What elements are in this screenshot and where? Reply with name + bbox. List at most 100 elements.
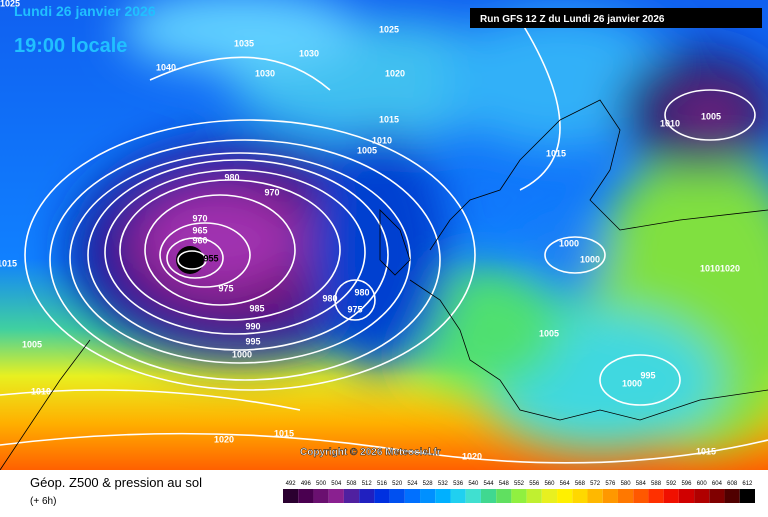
isobar-label: 1015 [0, 258, 17, 268]
colorbar-swatch [374, 489, 390, 503]
isobar-label: 990 [245, 321, 260, 331]
colorbar-swatch [557, 489, 573, 503]
date: Lundi 26 janvier 2026 [14, 3, 156, 19]
colorbar-label: 588 [651, 481, 662, 487]
isobar-label: 1025 [0, 0, 20, 8]
isobar-label: 1025 [379, 24, 399, 34]
isobar-label: 1000 [559, 238, 579, 248]
isobar-label: 975 [347, 304, 362, 314]
colorbar-label: 572 [590, 481, 601, 487]
colorbar-swatch [298, 489, 314, 503]
colorbar-swatch [739, 489, 755, 503]
run-info: Run GFS 12 Z du Lundi 26 janvier 2026 [480, 14, 665, 25]
colorbar-label: 556 [529, 481, 540, 487]
time: 19:00 locale [14, 35, 127, 57]
colorbar-swatch [435, 489, 451, 503]
isobar-label: 1000 [580, 254, 600, 264]
colorbar-swatch [648, 489, 664, 503]
colorbar-label: 608 [727, 481, 738, 487]
isobar-label: 1005 [539, 328, 559, 338]
isobar-label: 1000 [232, 349, 252, 359]
isobar-label: 1020 [720, 263, 740, 273]
colorbar-swatch [359, 489, 375, 503]
colorbar-label: 520 [392, 481, 403, 487]
colorbar-swatch [313, 489, 329, 503]
isobar-label: 1010 [372, 135, 392, 145]
isobar-label: 980 [322, 293, 337, 303]
coastlines [0, 99, 768, 471]
isobar-label: 975 [218, 283, 233, 293]
isobar-label: 960 [192, 235, 207, 245]
colorbar-label: 532 [438, 481, 449, 487]
colorbar-label: 548 [499, 481, 510, 487]
colorbar-swatch [343, 489, 360, 503]
isobar-label: 1020 [385, 68, 405, 78]
isobar-label: 1020 [214, 434, 234, 444]
isobar-label: 1005 [357, 145, 377, 155]
isobar-label: 1000 [622, 378, 642, 388]
colorbar-swatch [496, 489, 512, 503]
colorbar-swatch [678, 489, 695, 503]
colorbar-label: 492 [286, 481, 297, 487]
isobar-label: 1020 [462, 451, 482, 461]
colorbar-swatch [724, 489, 740, 503]
colorbar-swatch [511, 489, 527, 503]
colorbar-swatch [526, 489, 542, 503]
field [0, 0, 768, 470]
isobar-label: 995 [245, 336, 260, 346]
isobar-label: 1030 [299, 48, 319, 58]
colorbar-label: 544 [484, 481, 495, 487]
isobars [0, 19, 768, 464]
colorbar-label: 580 [621, 481, 632, 487]
colorbar-label: 516 [377, 481, 388, 487]
isobar-label: 1010 [660, 118, 680, 128]
colorbar-swatch [572, 489, 588, 503]
colorbar-label: 596 [681, 481, 692, 487]
isobar-label: 980 [354, 287, 369, 297]
footer-title: Géop. Z500 & pression au sol [30, 475, 202, 490]
isobar-label: 970 [264, 187, 279, 197]
isobar-label: 1015 [379, 114, 399, 124]
colorbar-swatch [420, 489, 436, 503]
colorbar-label: 508 [347, 481, 358, 487]
colorbar-swatch [587, 489, 603, 503]
colorbar-swatch [283, 489, 299, 503]
colorbar-label: 604 [712, 481, 723, 487]
isobar-label: 995 [640, 370, 655, 380]
colorbar-swatch [480, 489, 497, 503]
colorbar-label: 592 [666, 481, 677, 487]
colorbar-label: 512 [362, 481, 373, 487]
isobar-label: 1005 [701, 111, 721, 121]
colorbar-swatch [404, 489, 421, 503]
colorbar-swatch [465, 489, 481, 503]
colorbar-swatch [709, 489, 725, 503]
colorbar-swatch [633, 489, 649, 503]
colorbar-label: 528 [423, 481, 434, 487]
colorbar-label: 504 [331, 481, 342, 487]
colorbar-label: 500 [316, 481, 327, 487]
colorbar-label: 496 [301, 481, 312, 487]
colorbar-label: 612 [742, 481, 753, 487]
isobar-label: 1010 [31, 386, 51, 396]
isobar-label: 965 [192, 225, 207, 235]
colorbar-label: 560 [544, 481, 555, 487]
colorbar-label: 568 [575, 481, 586, 487]
colorbar-label: 552 [514, 481, 525, 487]
colorbar-label: 540 [468, 481, 479, 487]
colorbar: 492 496 500 504 508 512 516 520 524 528 532 536 540 5… [283, 481, 755, 503]
isobar-label: 1015 [274, 428, 294, 438]
isobar-label: 970 [192, 213, 207, 223]
copyright: Copyright © 2026 Meteociel.fr [300, 447, 441, 458]
isobar-label: 1035 [234, 38, 254, 48]
colorbar-label: 584 [636, 481, 647, 487]
isobar-label: 955 [203, 253, 218, 263]
run-box [470, 8, 762, 28]
colorbar-swatch [663, 489, 679, 503]
colorbar-swatch [389, 489, 405, 503]
colorbar-label: 564 [560, 481, 571, 487]
isobar-label: 1010 [700, 263, 720, 273]
colorbar-swatch [450, 489, 466, 503]
colorbar-swatch [617, 489, 634, 503]
isobar-label: 1005 [22, 339, 42, 349]
